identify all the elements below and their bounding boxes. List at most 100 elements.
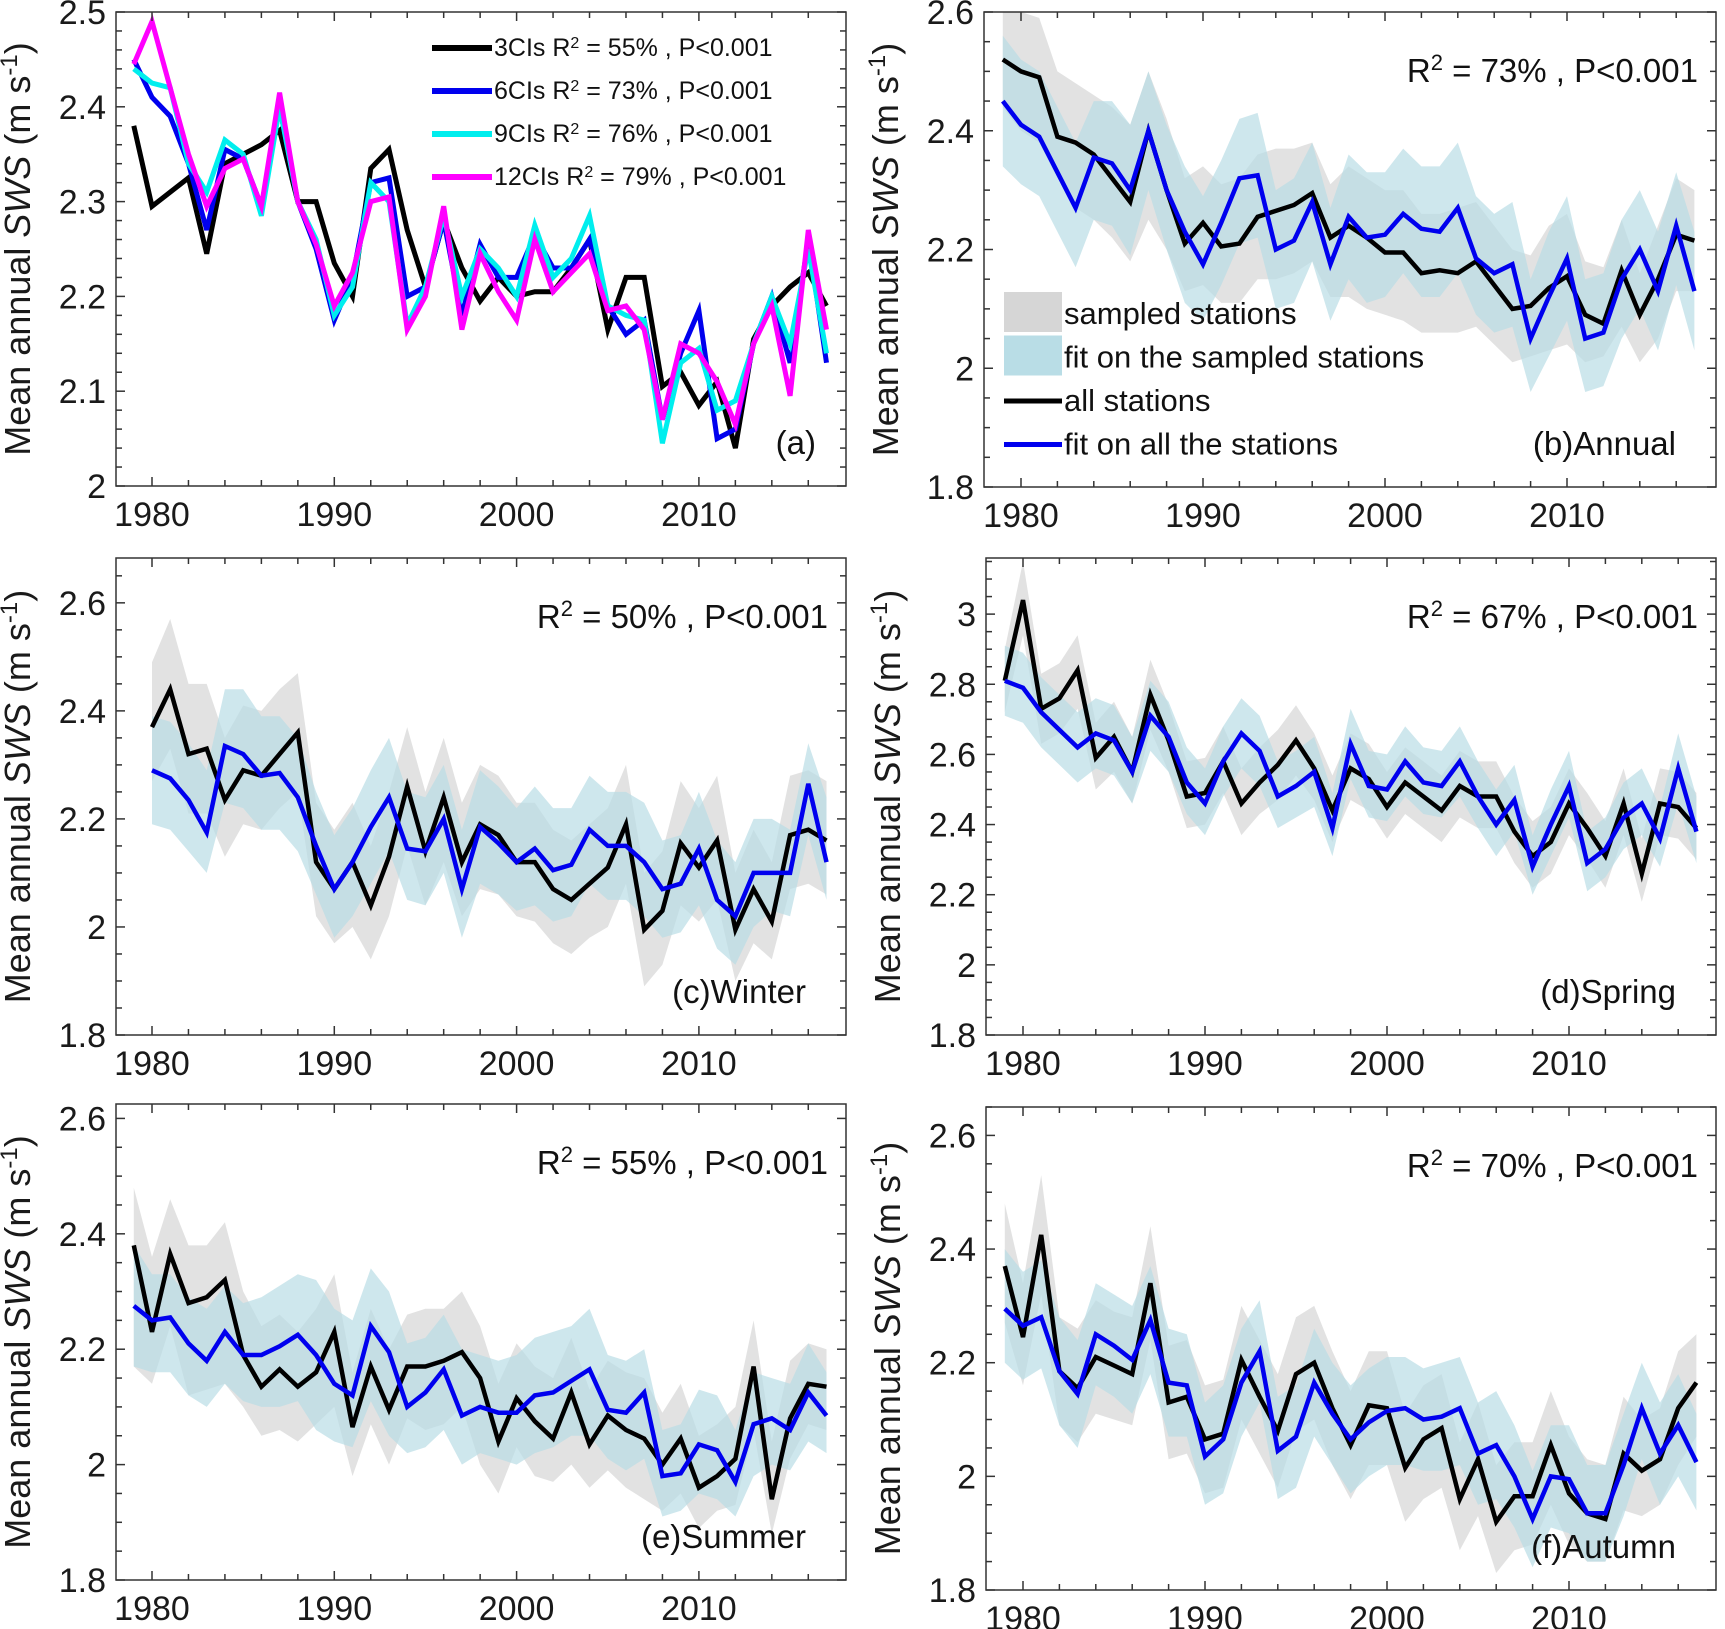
y-tick-label: 2.6: [929, 1117, 976, 1155]
y-tick-label: 2.2: [59, 278, 106, 316]
panel-label: (b)Annual: [1533, 425, 1676, 462]
y-tick-label: 1.8: [59, 1562, 106, 1600]
legend-all-stations-label: all stations: [1064, 383, 1210, 418]
legend-fit-sampled-stations-swatch: [1004, 335, 1062, 376]
panel-label: (e)Summer: [641, 1518, 806, 1555]
fit-sampled-stations-band: [1004, 1249, 1697, 1568]
legend: sampled stations fit on the sampled stati…: [1004, 292, 1424, 462]
y-tick-label: 2.5: [59, 0, 106, 32]
y-tick-label: 2.2: [59, 801, 106, 839]
plot-area: [1002, 1175, 1699, 1573]
x-tick-label: 1990: [296, 496, 372, 534]
panel-label: (c)Winter: [672, 973, 806, 1010]
y-tick-label: 2.4: [929, 1231, 976, 1269]
x-tick-label: 2010: [1531, 1045, 1607, 1083]
y-tick-label: 2: [87, 909, 106, 947]
y-tick-label: 2.2: [59, 1331, 106, 1369]
y-tick-label: 1.8: [59, 1017, 106, 1055]
y-tick-label: 2.6: [929, 736, 976, 774]
y-axis-label: Mean annual SWS (m s-1): [0, 42, 38, 456]
r2-annotation: R2 = 70% , P<0.001: [1407, 1145, 1698, 1185]
r2-annotation: R2 = 55% , P<0.001: [537, 1142, 828, 1182]
y-tick-label: 2.6: [59, 585, 106, 623]
x-tick-label: 2000: [1347, 497, 1423, 535]
plot-area: [131, 1187, 829, 1534]
y-axis-label: Mean annual SWS (m s-1): [0, 590, 38, 1004]
x-tick-label: 2000: [479, 1045, 555, 1083]
x-tick-label: 1990: [1167, 1600, 1243, 1629]
y-tick-label: 2.3: [59, 184, 106, 222]
panel-c: 1980 1990 2000 2010 1.8 2 2.2 2.4 2.6 Mean annual…: [0, 557, 847, 1083]
y-axis-label: Mean annual SWS (m s-1): [866, 590, 909, 1004]
y-tick-label: 2.2: [927, 232, 974, 270]
legend-sampled-stations-swatch: [1004, 292, 1062, 332]
x-tick-label: 2010: [661, 496, 737, 534]
plot-area: [1001, 12, 1697, 393]
legend-entry-9cis: 9CIs R2 = 76% , P<0.001: [494, 120, 773, 148]
legend-fit-all-stations-label: fit on all the stations: [1064, 427, 1338, 462]
x-tick-label: 2010: [1529, 497, 1605, 535]
y-tick-label: 2: [955, 350, 974, 388]
legend-entry-3cis: 3CIs R2 = 55% , P<0.001: [494, 34, 773, 62]
x-tick-label: 1980: [983, 497, 1059, 535]
x-tick-label: 1980: [114, 1590, 190, 1628]
x-tick-label: 2000: [1349, 1600, 1425, 1629]
y-tick-label: 2.2: [929, 1345, 976, 1383]
legend: 3CIs R2 = 55% , P<0.001 6CIs R2 = 73% , P…: [432, 34, 786, 191]
panel-b: 1980 1990 2000 2010 1.8 2 2.2 2.4 2.6 Mean annual…: [864, 0, 1717, 535]
x-tick-label: 1990: [1165, 497, 1241, 535]
panel-e: 1980 1990 2000 2010 1.8 2 2.2 2.4 2.6 Mean annual…: [0, 1100, 847, 1628]
fit-sampled-stations-band: [152, 689, 827, 965]
y-tick-label: 2: [87, 468, 106, 506]
x-tick-label: 1990: [1167, 1045, 1243, 1083]
axes-frame: [115, 11, 847, 487]
y-tick-label: 1.8: [927, 469, 974, 507]
x-tick-label: 1990: [296, 1045, 372, 1083]
panel-d: 1980 1990 2000 2010 1.8 2 2.2 2.4 2.6 2.8 3 Mean an…: [866, 557, 1717, 1083]
y-axis-label: Mean annual SWS (m s-1): [864, 43, 907, 457]
y-tick-label: 2.4: [59, 693, 106, 731]
y-tick-label: 1.8: [929, 1017, 976, 1055]
y-tick-label: 2.4: [927, 113, 974, 151]
legend-fit-sampled-stations-label: fit on the sampled stations: [1064, 340, 1424, 375]
legend-entry-6cis: 6CIs R2 = 73% , P<0.001: [494, 77, 773, 105]
x-tick-label: 1980: [985, 1600, 1061, 1629]
x-tick-label: 1980: [985, 1045, 1061, 1083]
y-tick-label: 1.8: [929, 1572, 976, 1610]
y-tick-label: 2.4: [59, 1216, 106, 1254]
x-tick-label: 2010: [1531, 1600, 1607, 1629]
y-tick-label: 2.2: [929, 877, 976, 915]
axes-frame: [115, 1103, 847, 1581]
r2-annotation: R2 = 50% , P<0.001: [537, 596, 828, 636]
x-tick-label: 2000: [1349, 1045, 1425, 1083]
panel-a: 1980 1990 2000 2010 2 2.1 2.2 2.3 2.4 2.5 Mean ann…: [0, 0, 847, 534]
panel-label: (f)Autumn: [1531, 1528, 1676, 1565]
fit-all-stations-line: [151, 742, 829, 920]
x-tick-label: 2000: [479, 1590, 555, 1628]
x-tick-label: 1980: [114, 496, 190, 534]
plot-area: [1002, 561, 1699, 902]
plot-area: [131, 13, 829, 449]
plot-area: [149, 619, 829, 987]
panel-label: (a): [776, 424, 816, 461]
y-tick-label: 2: [87, 1447, 106, 1485]
y-tick-label: 2.4: [59, 89, 106, 127]
axes-frame: [115, 557, 847, 1036]
panel-label: (d)Spring: [1540, 973, 1676, 1010]
y-tick-label: 2.6: [927, 0, 974, 32]
y-axis-label: Mean annual SWS (m s-1): [0, 1135, 38, 1549]
y-tick-label: 2.1: [59, 373, 106, 411]
y-axis-label: Mean annual SWS (m s-1): [866, 1142, 909, 1556]
legend-sampled-stations-label: sampled stations: [1064, 296, 1297, 331]
y-tick-label: 2: [957, 947, 976, 985]
x-tick-label: 2010: [661, 1045, 737, 1083]
r2-annotation: R2 = 67% , P<0.001: [1407, 596, 1698, 636]
y-tick-label: 3: [957, 596, 976, 634]
x-tick-label: 1980: [114, 1045, 190, 1083]
y-tick-label: 2.4: [929, 807, 976, 845]
y-tick-label: 2: [957, 1458, 976, 1496]
legend-entry-12cis: 12CIs R2 = 79% , P<0.001: [494, 163, 786, 191]
x-tick-label: 2000: [479, 496, 555, 534]
panel-f: 1980 1990 2000 2010 1.8 2 2.2 2.4 2.6 Mean annual…: [866, 1106, 1717, 1629]
